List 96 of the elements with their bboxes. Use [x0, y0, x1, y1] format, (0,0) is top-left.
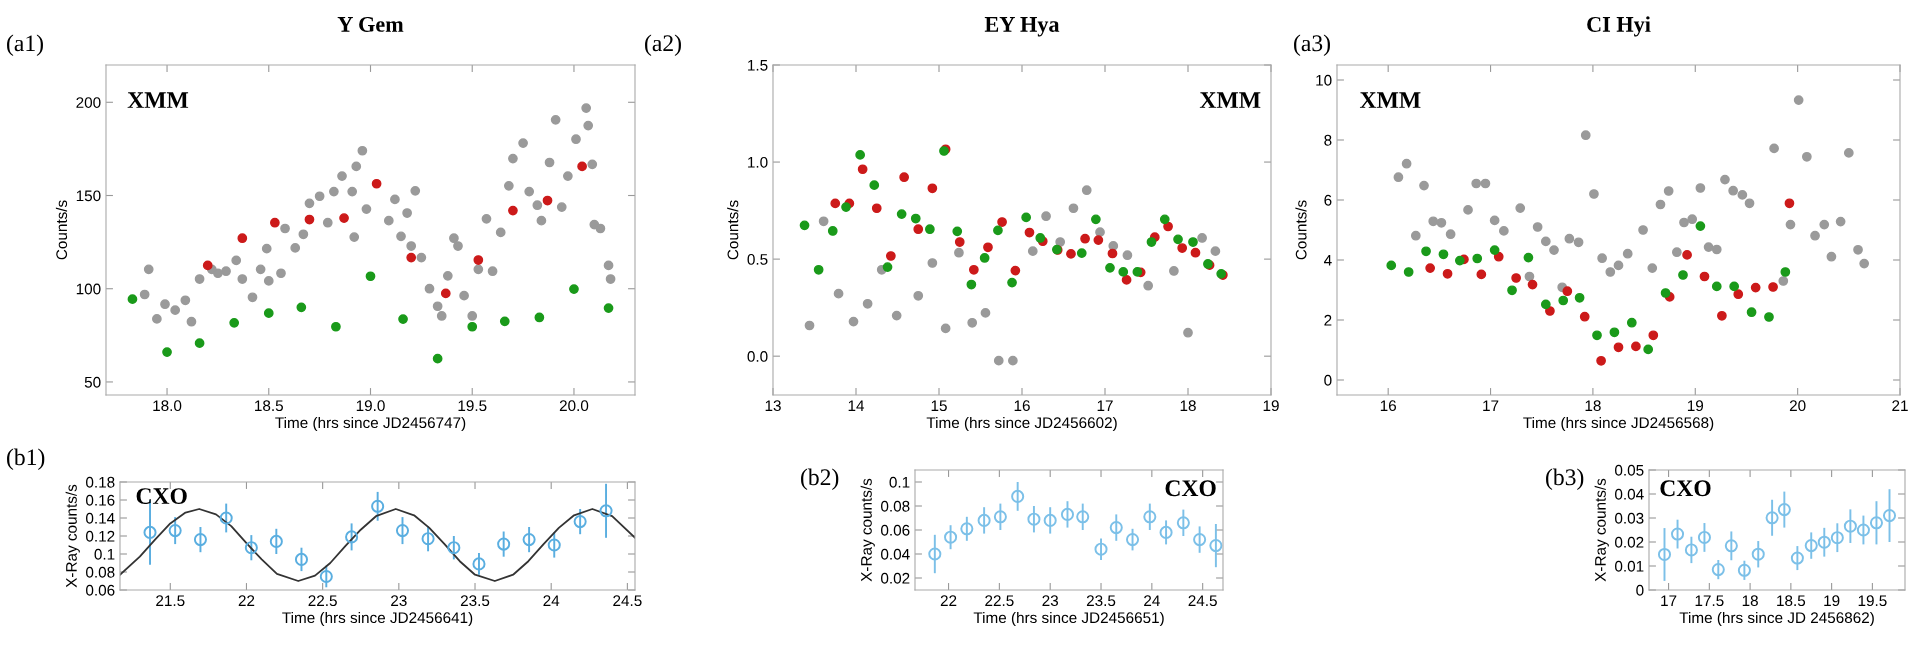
x-tick-label: 20.0 [559, 400, 589, 412]
y-tick-label: 2 [1324, 314, 1332, 326]
x-tick-label: 18 [1585, 400, 1601, 412]
text: (b2) [801, 468, 839, 490]
y-axis-title: Counts/s [55, 200, 68, 260]
y-tick-label: 0.02 [1615, 536, 1644, 548]
x-tick-label: 14 [848, 400, 865, 411]
y-tick-label: 150 [76, 190, 101, 202]
y-tick-label: 0.08 [86, 566, 115, 578]
text: (b1) [7, 448, 45, 470]
y-tick-label: 0.12 [86, 530, 115, 542]
y-tick-label: 0 [1636, 584, 1644, 596]
x-tick-label: 24.5 [613, 595, 642, 607]
y-tick-label: 0.04 [881, 548, 910, 560]
y-tick-label: 200 [76, 97, 101, 108]
text: (a1) [7, 34, 43, 56]
x-tick-label: 18 [1742, 595, 1758, 607]
y-tick-label: 0.08 [881, 500, 910, 512]
y-tick-label: 0.06 [86, 584, 115, 596]
x-tick-label: 16 [1380, 400, 1397, 412]
x-axis-title: Time (hrs since JD2456651) [973, 611, 1164, 627]
x-tick-label: 16 [1014, 400, 1030, 412]
y-tick-label: 50 [84, 376, 101, 388]
x-tick-label: 19.5 [1858, 595, 1887, 607]
x-tick-label: 18.0 [153, 400, 182, 412]
y-tick-label: 0.03 [1615, 512, 1644, 524]
y-tick-label: 4 [1323, 255, 1332, 266]
y-tick-label: 0.5 [747, 253, 768, 265]
x-tick-label: 22.5 [308, 595, 337, 607]
y-tick-label: 0.04 [1615, 488, 1644, 500]
x-tick-label: 21 [1892, 400, 1908, 411]
chart-title: EY Hya [984, 17, 1060, 37]
y-tick-label: 0.1 [889, 476, 910, 488]
x-tick-label: 23.5 [460, 595, 490, 607]
y-axis-title: X-Ray counts/s [1594, 478, 1609, 582]
annotation: XMM [1199, 92, 1261, 108]
x-tick-label: 22 [238, 595, 255, 606]
x-tick-label: 23 [1042, 595, 1059, 607]
y-axis-title: Counts/s [727, 200, 739, 260]
x-tick-label: 24 [1144, 595, 1160, 606]
x-tick-label: 19.0 [356, 400, 385, 412]
y-tick-label: 8 [1324, 134, 1332, 146]
x-tick-label: 17.5 [1695, 595, 1724, 607]
text: (a3) [1294, 34, 1330, 56]
x-tick-label: 19.5 [458, 400, 487, 412]
x-tick-label: 24 [543, 595, 560, 606]
x-axis-title: Time (hrs since JD2456602) [926, 416, 1117, 432]
x-tick-label: 19 [1687, 400, 1704, 412]
x-tick-label: 15 [931, 400, 947, 412]
annotation: XMM [1359, 92, 1421, 108]
annotation: XMM [127, 92, 189, 108]
x-tick-label: 17 [1661, 595, 1677, 606]
y-axis-title: X-Ray counts/s [860, 478, 875, 582]
y-tick-label: 0.0 [747, 351, 768, 362]
x-tick-label: 23 [391, 595, 407, 607]
annotation: CXO [1165, 480, 1216, 497]
text: (b3) [1546, 468, 1584, 490]
y-tick-label: 0 [1324, 374, 1332, 386]
x-tick-label: 24.5 [1188, 595, 1217, 607]
y-tick-label: 0.01 [1615, 560, 1644, 572]
y-tick-label: 0.1 [94, 548, 115, 560]
chart-title: Y Gem [337, 16, 404, 32]
x-axis-title: Time (hrs since JD2456568) [1523, 416, 1714, 432]
y-tick-label: 0.14 [86, 512, 115, 524]
x-tick-label: 20 [1789, 400, 1806, 412]
y-tick-label: 0.05 [1615, 464, 1644, 476]
y-tick-label: 100 [76, 283, 101, 295]
x-tick-label: 22.5 [985, 595, 1014, 607]
x-axis-title: Time (hrs since JD 2456862) [1679, 611, 1874, 627]
y-tick-label: 0.06 [881, 524, 910, 536]
y-axis-title: X-Ray counts/s [65, 484, 80, 588]
x-tick-label: 22 [940, 595, 957, 606]
text: (a2) [645, 34, 681, 56]
x-tick-label: 23.5 [1086, 595, 1116, 607]
chart-title: CI Hyi [1587, 16, 1651, 37]
y-tick-label: 0.02 [881, 572, 910, 584]
x-axis-title: Time (hrs since JD2456641) [282, 611, 473, 627]
y-tick-label: 10 [1316, 74, 1332, 86]
y-tick-label: 0.18 [86, 476, 115, 488]
x-tick-label: 13 [765, 400, 781, 412]
x-tick-label: 19 [1824, 595, 1840, 607]
y-tick-label: 0.16 [86, 494, 115, 506]
y-axis-title: Counts/s [1295, 200, 1307, 260]
x-tick-label: 18.5 [255, 400, 283, 412]
annotation: CXO [136, 488, 187, 505]
x-tick-label: 17 [1483, 400, 1499, 411]
x-tick-label: 18 [1180, 400, 1196, 412]
x-tick-label: 17 [1097, 400, 1113, 411]
x-tick-label: 21.5 [156, 595, 185, 607]
x-tick-label: 19 [1263, 400, 1279, 412]
x-axis-title: Time (hrs since JD2456747) [275, 416, 466, 432]
y-tick-label: 1.0 [748, 156, 768, 168]
x-tick-label: 18.5 [1777, 595, 1806, 607]
annotation: CXO [1660, 480, 1711, 497]
y-tick-label: 6 [1324, 194, 1332, 206]
y-tick-label: 1.5 [748, 60, 768, 71]
